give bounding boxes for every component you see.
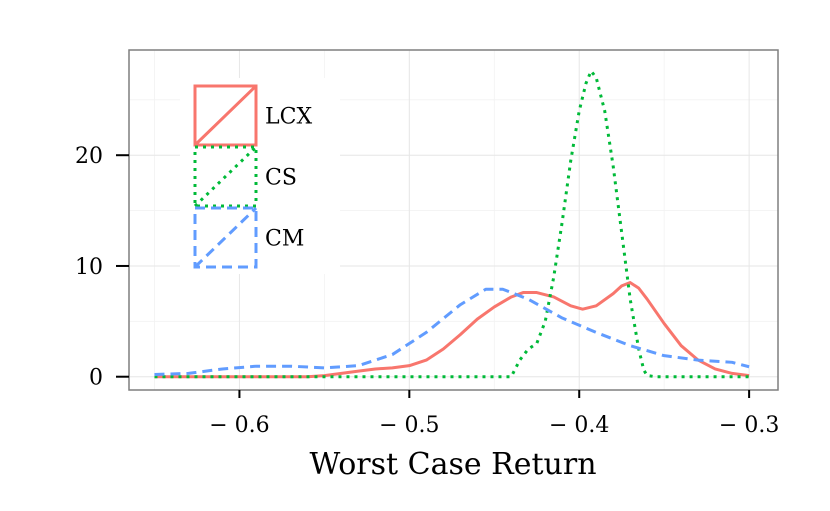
legend-key-lcx (193, 84, 258, 147)
series-cs-curve (154, 69, 750, 379)
x-tick-label: − 0.4 (549, 413, 609, 438)
x-axis-title: Worst Case Return (309, 447, 596, 482)
y-tick-label: 10 (75, 255, 103, 280)
density-curves (154, 69, 750, 379)
legend-label-lcx: LCX (265, 105, 312, 130)
y-tick-label: 0 (89, 366, 103, 391)
legend-key-cs (193, 145, 258, 208)
series-lcx-curve (154, 281, 750, 379)
legend-key-line-cs (193, 145, 258, 208)
y-tick-label: 20 (75, 144, 103, 169)
x-tick-label: − 0.3 (719, 413, 779, 438)
x-tick-label: − 0.5 (379, 413, 439, 438)
legend-key-line-lcx (193, 84, 258, 147)
legend-label-cs: CS (265, 166, 297, 191)
series-cm-curve (154, 287, 750, 376)
x-tick-label: − 0.6 (209, 413, 269, 438)
legend-label-cm: CM (265, 227, 304, 252)
legend-background (180, 78, 340, 274)
legend-key-line-cm (193, 206, 258, 269)
legend: LCX CS CM (180, 78, 340, 274)
axes: − 0.6 − 0.5 − 0.4 − 0.3 0 10 20 (75, 144, 779, 438)
plot-border (128, 49, 779, 391)
legend-key-cm (193, 206, 258, 269)
